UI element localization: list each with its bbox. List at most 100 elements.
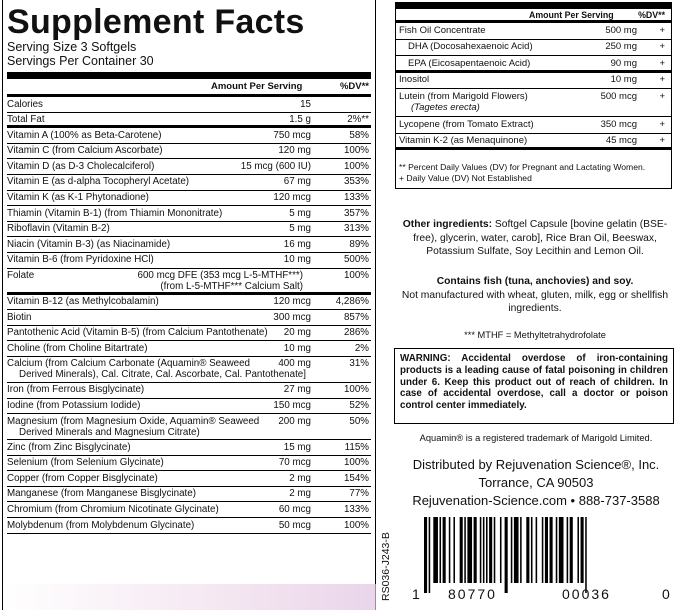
nutrient-name-line: Thiamin (Vitamin B-1) (from Thiamin Mono…: [7, 207, 223, 219]
nutrient-dv: 100%: [343, 384, 369, 396]
nutrient-amount: 10 mg: [283, 254, 311, 266]
distributor-address: Torrance, CA 90503: [478, 475, 594, 490]
nutrient-name: Magnesium (from Magnesium Oxide, Aquamin…: [7, 414, 371, 438]
nutrient-dv: 100%: [343, 160, 369, 172]
barcode-bar: [489, 517, 493, 583]
nutrient-amount-line-2: (from L-5-MTHF*** Calcium Salt): [160, 281, 303, 293]
nutrient-dv: 500%: [343, 254, 369, 266]
right-ingredient-amount: 500 mcg: [600, 90, 637, 102]
barcode-group-1: 80770: [448, 586, 497, 602]
amount-header: Amount Per Serving: [211, 81, 303, 92]
nutrient-name: Vitamin D (as D-3 Cholecalciferol): [7, 159, 371, 172]
nutrient-row: Calories 15: [7, 97, 371, 113]
nutrient-amount-line: 600 mcg DFE (353 mcg L-5-MTHF***): [137, 270, 304, 282]
nutrient-amount: 16 mg: [283, 238, 311, 250]
barcode-bar: [549, 517, 553, 583]
nutrient-dv: 31%: [349, 358, 369, 370]
distributor-contact: Rejuvenation-Science.com • 888-737-3588: [412, 493, 660, 508]
nutrient-amount: 15 mg: [283, 441, 311, 453]
barcode-bar: [526, 517, 530, 583]
nutrient-amount: 67 mg: [283, 176, 311, 188]
nutrient-dv: 50%: [349, 415, 369, 427]
barcode-bar: [510, 517, 513, 583]
nutrient-dv: 100%: [343, 519, 369, 531]
nutrient-name: Pantothenic Acid (Vitamin B-5) (from Cal…: [7, 326, 371, 338]
nutrient-amount: 5 mg: [289, 223, 311, 235]
nutrient-dv: 154%: [343, 472, 369, 484]
right-ingredient-amount: 250 mg: [605, 41, 637, 52]
barcode-bar: [558, 517, 564, 583]
right-ingredient-row: Lutein (from Marigold Flowers) (Tagetes e…: [396, 89, 671, 117]
right-ingredient-name: Fish Oil Concentrate: [399, 24, 486, 36]
nutrient-name-line: Vitamin K (as K-1 Phytonadione): [7, 192, 149, 204]
right-ingredient-row: EPA (Eicosapentaenoic Acid) 90 mg +: [396, 56, 671, 73]
mthf-note: *** MTHF = Methyltetrahydrofolate: [464, 330, 606, 340]
nutrient-dv: 133%: [343, 192, 369, 204]
nutrient-row: Chromium (from Chromium Nicotinate Glyci…: [7, 502, 371, 519]
nutrient-amount: 120 mg: [278, 145, 311, 157]
nutrient-name-line: Selenium (from Selenium Glycinate): [7, 457, 164, 469]
nutrient-amount: 750 mcg: [273, 129, 311, 141]
nutrient-name: Calories: [7, 97, 371, 110]
nutrient-row: Niacin (Vitamin B-3) (as Niacinamide) 16 …: [7, 237, 371, 253]
nutrient-row: Molybdenum (from Molybdenum Glycinate) 50…: [7, 518, 371, 534]
nutrient-list: Calories 15 Total Fat 1.5 g 2%** Vitamin A (1…: [7, 97, 371, 534]
nutrient-row: Vitamin B-12 (as Methylcobalamin) 120 mcg…: [7, 295, 371, 311]
nutrient-name: Vitamin C (from Calcium Ascorbate): [7, 144, 371, 156]
dv-note-pregnant: ** Percent Daily Values (DV) for Pregnan…: [399, 162, 646, 172]
nutrient-row: Iodine (from Potassium Iodide) 150 mcg 52%: [7, 399, 371, 415]
nutrient-amount: 5 mg: [289, 207, 311, 219]
barcode-bar: [424, 517, 428, 593]
allergen-statement: Contains fish (tuna, anchovies) and soy.…: [396, 275, 674, 316]
nutrient-dv: 100%: [343, 457, 369, 469]
nutrient-dv: 313%: [343, 223, 369, 235]
barcode-bar: [544, 517, 548, 583]
nutrient-dv: 2%**: [347, 114, 369, 126]
nutrient-name: Vitamin B-12 (as Methylcobalamin): [7, 295, 371, 307]
barcode-bar: [577, 517, 579, 583]
barcode-bar: [580, 517, 584, 583]
thick-divider: [7, 72, 371, 79]
nutrient-row: Thiamin (Vitamin B-1) (from Thiamin Mono…: [7, 206, 371, 222]
barcode-bar: [439, 517, 442, 583]
barcode-bar: [459, 517, 463, 583]
nutrient-amount: 70 mcg: [278, 457, 311, 469]
manufacturing-note: Not manufactured with wheat, gluten, mil…: [401, 289, 669, 315]
right-ingredient-dv: +: [659, 74, 665, 85]
barcode-bar: [479, 517, 482, 583]
barcode-digit-first: 1: [412, 586, 420, 602]
dv-header: %DV**: [339, 81, 369, 92]
right-header-row: Amount Per Serving %DV**: [396, 9, 671, 23]
right-ingredient-name: Vitamin K-2 (as Menaquinone): [399, 135, 528, 146]
nutrient-row: Copper (from Copper Bisglycinate) 2 mg 154…: [7, 471, 371, 487]
iron-warning: WARNING: Accidental overdose of iron-con…: [394, 348, 674, 424]
nutrient-amount: 2 mg: [289, 488, 311, 500]
nutrient-dv: 4,286%: [335, 296, 369, 308]
nutrient-row: Biotin 300 mcg 857%: [7, 310, 371, 326]
right-ingredient-dv: +: [659, 118, 665, 130]
nutrient-row: Calcium (from Calcium Carbonate (Aquamin…: [7, 357, 371, 383]
distributor-info: Distributed by Rejuvenation Science®, In…: [396, 456, 676, 510]
supplement-facts-panel: Supplement Facts Serving Size 3 Softgels…: [2, 0, 376, 610]
nutrient-name: Calcium (from Calcium Carbonate (Aquamin…: [7, 357, 371, 380]
nutrient-amount: 120 mcg: [273, 192, 311, 204]
right-ingredient-row: Inositol 10 mg +: [396, 73, 671, 89]
nutrient-row: Vitamin D (as D-3 Cholecalciferol) 15 mcg…: [7, 159, 371, 175]
nutrient-name-line: Copper (from Copper Bisglycinate): [7, 472, 158, 484]
barcode-bar: [442, 517, 446, 583]
nutrient-dv: 353%: [343, 176, 369, 188]
right-ingredient-amount: 350 mcg: [600, 118, 637, 130]
barcode-bar: [453, 517, 455, 583]
nutrient-row: Iron (from Ferrous Bisglycinate) 27 mg 100…: [7, 383, 371, 399]
barcode-bar: [428, 517, 431, 593]
barcode-bar: [467, 517, 473, 583]
nutrient-row: Selenium (from Selenium Glycinate) 70 mcg…: [7, 456, 371, 472]
contains-statement: Contains fish (tuna, anchovies) and soy.: [436, 276, 634, 287]
nutrient-name-line: Vitamin B-6 (from Pyridoxine HCl): [7, 254, 154, 266]
nutrient-dv: 857%: [343, 311, 369, 323]
nutrient-amount: 150 mcg: [273, 400, 311, 411]
barcode-bar: [448, 517, 451, 583]
nutrient-amount: 27 mg: [283, 384, 311, 396]
nutrient-row: Folate 600 mcg DFE (353 mcg L-5-MTHF***)(…: [7, 269, 371, 295]
other-ingredients-text: Softgel Capsule [bovine gelatin (BSE-fre…: [413, 219, 668, 257]
